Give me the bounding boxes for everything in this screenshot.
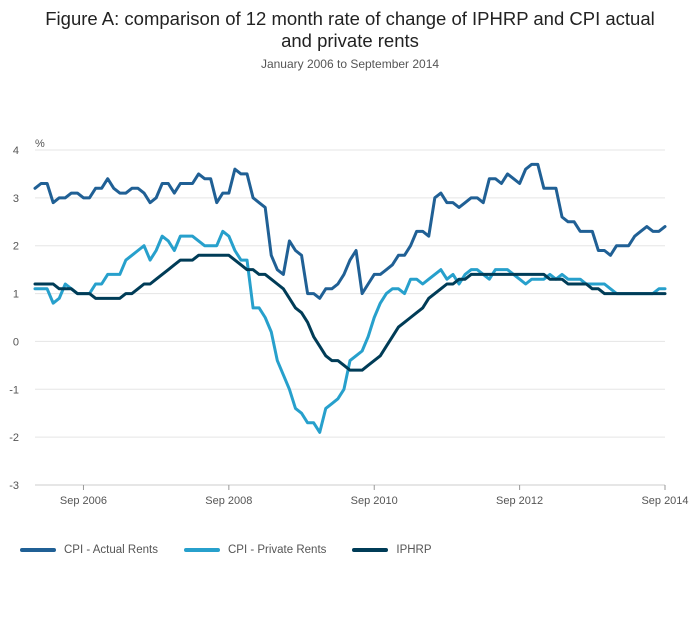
x-tick-label: Sep 2010 (351, 495, 398, 507)
legend-item[interactable]: IPHRP (352, 544, 432, 556)
y-tick-label: -1 (9, 384, 19, 396)
legend: CPI - Actual Rents CPI - Private Rents IPH… (20, 540, 458, 560)
legend-item[interactable]: CPI - Actual Rents (20, 544, 158, 556)
x-tick-label: Sep 2006 (60, 495, 107, 507)
series-line-1 (33, 162, 667, 300)
x-tick-label: Sep 2008 (205, 495, 252, 507)
legend-label: CPI - Private Rents (227, 544, 327, 556)
legend-swatch (352, 548, 389, 552)
y-tick-label: 4 (13, 145, 19, 157)
chart-title: Figure A: comparison of 12 month rate of… (0, 8, 700, 52)
grid-lines (35, 149, 665, 486)
chart-subtitle: January 2006 to September 2014 (260, 57, 440, 71)
series-line-3 (33, 253, 667, 372)
legend-label: CPI - Actual Rents (64, 544, 158, 556)
y-tick-label: 0 (13, 336, 19, 348)
y-tick-label: -2 (9, 432, 19, 444)
axes: % 4 3 2 1 0 -1 -2 -3 Sep 2006 Sep 2008 Sep 2010 Sep… (9, 138, 688, 507)
legend-swatch (20, 548, 56, 552)
y-tick-label: 3 (13, 193, 19, 205)
legend-label: IPHRP (396, 544, 432, 556)
y-tick-label: -3 (9, 480, 19, 492)
x-tick-label: Sep 2014 (641, 495, 688, 507)
y-tick-label: 1 (13, 289, 19, 301)
chart-title-line2: and private rents (281, 30, 419, 51)
series-line-2 (33, 229, 667, 434)
chart-title-line1: Figure A: comparison of 12 month rate of… (45, 8, 655, 29)
legend-swatch (183, 548, 220, 552)
x-tick-label: Sep 2012 (496, 495, 543, 507)
series-lines (33, 162, 667, 434)
legend-item[interactable]: CPI - Private Rents (183, 544, 327, 556)
y-axis-label: % (35, 138, 45, 150)
y-tick-label: 2 (13, 241, 19, 253)
